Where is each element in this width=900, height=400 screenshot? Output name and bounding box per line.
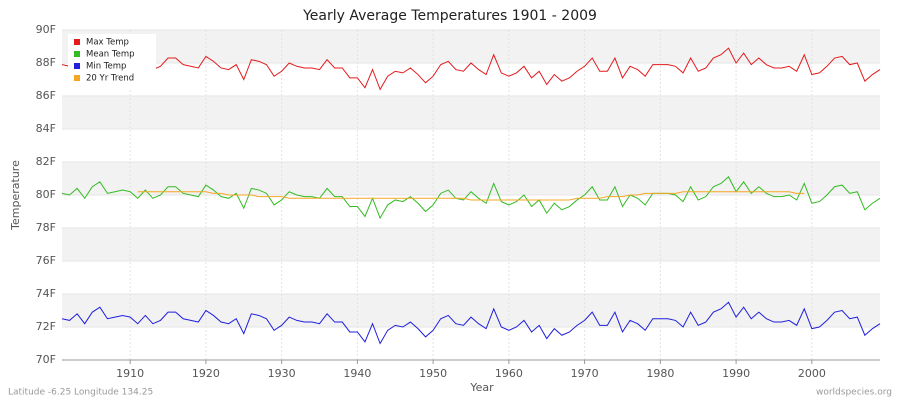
legend: Max Temp Mean Temp Min Temp 20 Yr Trend	[68, 34, 156, 88]
chart-title: Yearly Average Temperatures 1901 - 2009	[302, 8, 597, 24]
series-line	[61, 301, 881, 345]
grid-band	[62, 294, 880, 327]
x-tick-label: 1990	[722, 367, 750, 380]
y-tick-label: 88F	[36, 56, 56, 69]
series-line	[61, 47, 881, 91]
x-tick-label: 1950	[419, 367, 447, 380]
y-tick-label: 80F	[36, 188, 56, 201]
legend-swatch	[74, 75, 80, 81]
y-tick-label: 70F	[36, 353, 56, 366]
y-tick-label: 76F	[36, 254, 56, 267]
legend-label: Min Temp	[86, 62, 126, 72]
grid-band	[62, 30, 880, 63]
x-tick-label: 1920	[192, 367, 220, 380]
x-tick-label: 1980	[646, 367, 674, 380]
legend-swatch	[74, 63, 80, 69]
y-tick-label: 78F	[36, 221, 56, 234]
x-tick-label: 1930	[268, 367, 296, 380]
x-tick-label: 1940	[343, 367, 371, 380]
series-line	[137, 191, 805, 201]
legend-box	[68, 34, 156, 88]
series-line	[61, 176, 881, 220]
x-axis-label: Year	[469, 381, 494, 394]
x-tick-label: 2000	[798, 367, 826, 380]
grid-band	[62, 228, 880, 261]
y-tick-label: 84F	[36, 122, 56, 135]
y-tick-label: 74F	[36, 287, 56, 300]
x-tick-label: 1970	[571, 367, 599, 380]
legend-label: Mean Temp	[86, 50, 135, 60]
y-tick-label: 86F	[36, 89, 56, 102]
legend-label: Max Temp	[86, 38, 129, 48]
x-tick-label: 1910	[116, 367, 144, 380]
grid-band	[62, 162, 880, 195]
legend-label: 20 Yr Trend	[86, 74, 134, 84]
footer-left: Latitude -6.25 Longitude 134.25	[8, 388, 153, 398]
grid-band	[62, 96, 880, 129]
legend-swatch	[74, 51, 80, 57]
y-tick-label: 90F	[36, 23, 56, 36]
x-tick-label: 1960	[495, 367, 523, 380]
y-axis-label: Temperature	[9, 160, 22, 231]
y-tick-label: 72F	[36, 320, 56, 333]
legend-swatch	[74, 39, 80, 45]
footer-right: worldspecies.org	[816, 388, 892, 398]
y-tick-label: 82F	[36, 155, 56, 168]
